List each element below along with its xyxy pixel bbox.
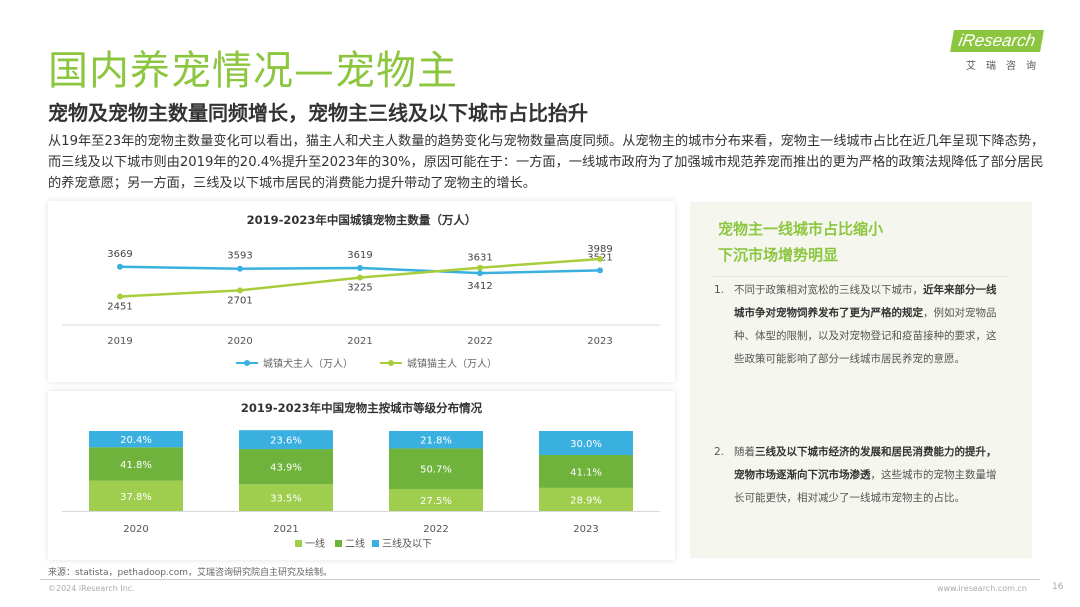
insight-item: 2. 随着三线及以下城市经济的发展和居民消费能力的提升，宠物市场逐渐向下沉市场渗… [714, 441, 1004, 510]
legend-label: 三线及以下 [382, 537, 432, 550]
bar-segment [389, 448, 483, 489]
legend-label: 一线 [305, 537, 325, 550]
data-label: 3225 [347, 283, 372, 294]
bar-segment [389, 489, 483, 511]
bar-value-label: 20.4% [120, 435, 152, 446]
legend-swatch [295, 540, 302, 547]
bar-value-label: 27.5% [420, 496, 452, 507]
data-point [597, 256, 603, 262]
insight-item-text: 随着三线及以下城市经济的发展和居民消费能力的提升，宠物市场逐渐向下沉市场渗透，这… [734, 446, 997, 504]
insight-title-line1: 宠物主一线城市占比缩小 [718, 220, 884, 238]
page-subtitle: 宠物及宠物主数量同频增长，宠物主三线及以下城市占比抬升 [48, 101, 588, 125]
bar-value-label: 33.5% [270, 494, 302, 505]
data-label: 3593 [227, 251, 252, 262]
data-label: 3669 [107, 249, 132, 260]
bar-value-label: 41.1% [570, 467, 602, 478]
bar-value-label: 21.8% [420, 436, 452, 447]
footer-divider [40, 579, 1040, 580]
x-tick-label: 2022 [423, 524, 448, 535]
bar-segment [89, 431, 183, 448]
data-label: 3631 [467, 253, 492, 264]
logo-wordmark: iResearch [950, 30, 1044, 52]
legend-swatch [372, 540, 379, 547]
bar-value-label: 43.9% [270, 463, 302, 474]
data-point [357, 274, 363, 281]
bar-value-label: 50.7% [420, 465, 452, 476]
legend-swatch [335, 540, 342, 547]
logo-subtitle: 艾瑞咨询 [966, 61, 1046, 72]
data-point [117, 293, 123, 300]
data-point [597, 267, 603, 274]
legend-label: 城镇犬主人（万人） [263, 357, 353, 370]
bar-value-label: 41.8% [120, 460, 152, 471]
bar-segment [89, 480, 183, 511]
city-tier-bar-chart-panel: 2019-2023年中国宠物主按城市等级分布情况 37.8% 41.8% 20.4%… [48, 391, 675, 560]
bar-segment [539, 455, 633, 488]
x-tick-label: 2020 [123, 524, 148, 535]
data-label: 2701 [227, 295, 252, 306]
x-tick-label: 2020 [227, 336, 252, 347]
insight-panel: 宠物主一线城市占比缩小 下沉市场增势明显 1. 不同于政策相对宽松的三线及以下城… [690, 202, 1032, 558]
insight-item: 1. 不同于政策相对宽松的三线及以下城市，近年来部分一线城市争对宠物饲养发布了更… [714, 279, 1004, 371]
data-label: 3412 [467, 281, 492, 292]
legend-label: 二线 [345, 537, 365, 550]
iresearch-logo: iResearch 艾瑞咨询 [940, 20, 1050, 76]
data-point [237, 265, 243, 272]
x-tick-label: 2021 [347, 336, 372, 347]
bar-segment [239, 484, 333, 511]
bar-segment [239, 449, 333, 485]
page-title: 国内养宠情况—宠物主 [48, 48, 458, 94]
bar-value-label: 28.9% [570, 495, 602, 506]
insight-item-text: 不同于政策相对宽松的三线及以下城市，近年来部分一线城市争对宠物饲养发布了更为严格… [734, 284, 997, 365]
intro-paragraph: 从19年至23年的宠物主数量变化可以看出，猫主人和犬主人数量的趋势变化与宠物数量… [48, 134, 1045, 191]
x-tick-label: 2019 [107, 336, 132, 347]
legend-marker [388, 360, 394, 366]
page-number: 16 [1052, 582, 1064, 592]
bar-chart-title: 2019-2023年中国宠物主按城市等级分布情况 [240, 401, 483, 415]
data-label: 2451 [107, 302, 132, 313]
data-point [477, 270, 483, 277]
x-tick-label: 2023 [587, 336, 612, 347]
data-label: 3619 [347, 250, 372, 261]
data-point [237, 287, 243, 294]
copyright: ©2024 iResearch Inc. [48, 584, 135, 593]
x-tick-label: 2022 [467, 336, 492, 347]
data-point [117, 263, 123, 270]
insight-title: 宠物主一线城市占比缩小 下沉市场增势明显 [718, 216, 883, 268]
bar-value-label: 23.6% [270, 436, 302, 447]
website-link[interactable]: www.iresearch.com.cn [937, 584, 1027, 593]
bar-segment [239, 430, 333, 450]
insight-title-line2: 下沉市场增势明显 [718, 246, 839, 264]
legend-marker [244, 360, 250, 366]
insight-item-number: 1. [714, 284, 725, 296]
insight-divider [712, 276, 1008, 277]
line-chart-title: 2019-2023年中国城镇宠物主数量（万人） [246, 213, 477, 227]
source-note: 来源：statista，pethadoop.com，艾瑞咨询研究院自主研究及绘制… [48, 568, 333, 578]
legend-label: 城镇猫主人（万人） [407, 357, 497, 370]
city-tier-stacked-bar-chart: 37.8% 41.8% 20.4% 2020 33.5% 43.9% 23.6% 2021 27… [62, 430, 660, 550]
bar-value-label: 37.8% [120, 492, 152, 503]
bar-segment [89, 447, 183, 481]
bar-value-label: 30.0% [570, 439, 602, 450]
pet-owner-line-chart-panel: 2019-2023年中国城镇宠物主数量（万人） 2019 2020 2021 2022… [48, 201, 675, 382]
x-tick-label: 2021 [273, 524, 298, 535]
x-tick-label: 2023 [573, 524, 598, 535]
bar-segment [539, 487, 633, 511]
data-point [357, 265, 363, 271]
bar-segment [389, 431, 483, 449]
bar-segment [539, 431, 633, 455]
pet-owner-line-chart: 2019202020212022202336693593361934123521… [62, 244, 660, 370]
data-point [477, 264, 483, 271]
data-label: 3989 [587, 244, 612, 255]
insight-item-number: 2. [714, 446, 725, 458]
